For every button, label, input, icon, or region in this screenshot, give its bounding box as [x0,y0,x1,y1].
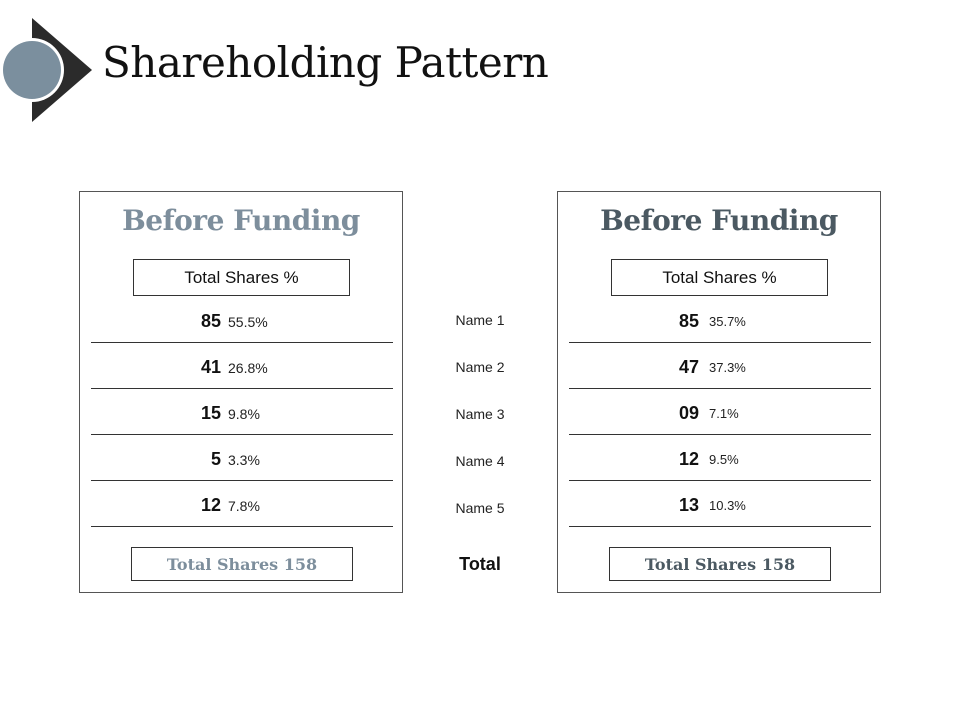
total-shares-box: Total Shares 158 [131,547,353,581]
shareholder-name: Name 2 [455,358,505,375]
shares-row: 5 3.3% [91,435,393,481]
panel-heading: Before Funding [122,204,360,237]
before-funding-panel-left: Before Funding Total Shares % 85 55.5% 4… [79,191,403,593]
shareholder-names: Name 1 Name 2 Name 3 Name 4 Name 5 [420,296,540,531]
shares-list: 85 55.5% 41 26.8% 15 9.8% 5 3.3% 12 7.8% [91,297,393,527]
shares-row: 12 9.5% [569,435,871,481]
shareholder-name: Name 3 [455,405,505,422]
share-percent: 9.8% [228,406,260,422]
share-count: 15 [200,403,221,423]
total-label: Total [459,554,501,574]
shareholder-name: Name 1 [455,311,505,328]
share-percent: 7.1% [709,406,739,421]
shareholder-name: Name 5 [455,499,505,516]
share-count: 13 [678,495,699,515]
share-count: 12 [200,495,221,515]
shares-row: 41 26.8% [91,343,393,389]
shares-row: 12 7.8% [91,481,393,527]
share-percent: 37.3% [709,360,746,375]
share-percent: 35.7% [709,314,746,329]
shares-row: 09 7.1% [569,389,871,435]
share-percent: 7.8% [228,498,260,514]
shares-list: 85 35.7% 47 37.3% 09 7.1% 12 9.5% 13 10.… [569,297,871,527]
page-title: Shareholding Pattern [102,38,549,87]
title-bullet-icon [0,18,92,122]
share-percent: 26.8% [228,360,268,376]
share-count: 85 [200,311,221,331]
share-count: 85 [678,311,699,331]
total-shares-header: Total Shares % [133,259,350,296]
share-count: 09 [678,403,699,423]
share-count: 12 [678,449,699,469]
share-percent: 10.3% [709,498,746,513]
shares-row: 13 10.3% [569,481,871,527]
share-count: 5 [210,449,221,469]
share-percent: 3.3% [228,452,260,468]
total-shares-header: Total Shares % [611,259,828,296]
share-count: 47 [678,357,699,377]
share-count: 41 [200,357,221,377]
shares-row: 85 55.5% [91,297,393,343]
shares-row: 47 37.3% [569,343,871,389]
shares-row: 85 35.7% [569,297,871,343]
share-percent: 55.5% [228,314,268,330]
share-percent: 9.5% [709,452,739,467]
shares-row: 15 9.8% [91,389,393,435]
total-shares-box: Total Shares 158 [609,547,831,581]
before-funding-panel-right: Before Funding Total Shares % 85 35.7% 4… [557,191,881,593]
panel-heading: Before Funding [600,204,838,237]
shareholder-name: Name 4 [455,452,505,469]
